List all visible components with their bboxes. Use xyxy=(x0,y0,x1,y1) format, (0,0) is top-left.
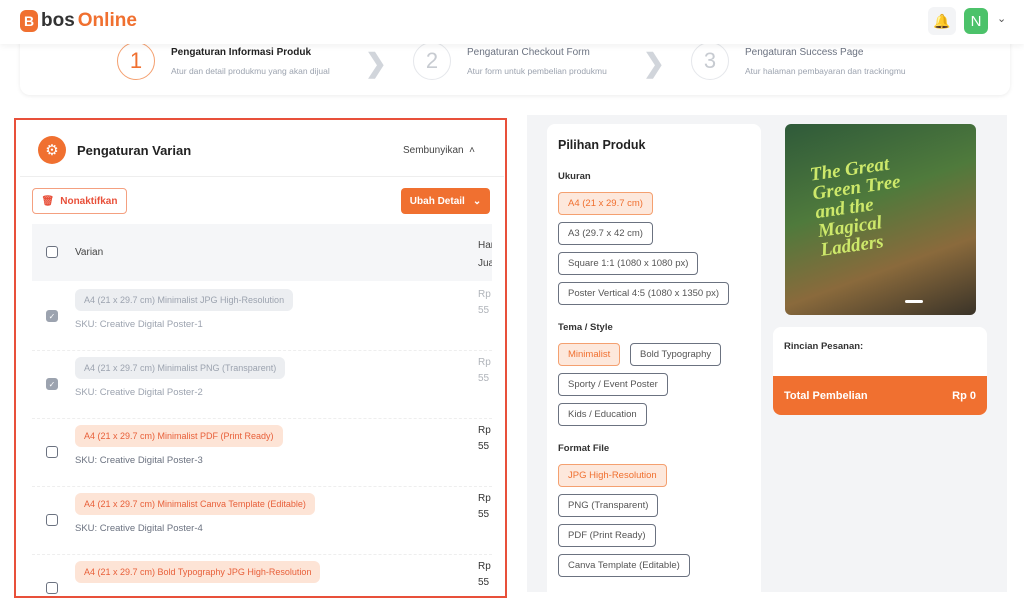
table-row: A4 (21 x 29.7 cm) Minimalist Canva Templ… xyxy=(32,487,492,555)
option-chip[interactable]: Sporty / Event Poster xyxy=(558,373,668,396)
variant-name: A4 (21 x 29.7 cm) Minimalist PNG (Transp… xyxy=(75,357,286,379)
step-arrow-icon: ❯ xyxy=(643,48,665,78)
option-group-label: Format File xyxy=(558,443,610,454)
variant-price: Rp 55 xyxy=(478,289,491,316)
option-chip[interactable]: Bold Typography xyxy=(630,343,722,366)
hide-toggle[interactable]: Sembunyikan ˄ xyxy=(403,145,475,156)
table-row: A4 (21 x 29.7 cm) Minimalist PDF (Print … xyxy=(32,419,492,487)
step-number: 2 xyxy=(413,42,451,80)
step-title: Pengaturan Success Page xyxy=(745,46,864,58)
variant-sku: SKU: Creative Digital Poster-4 xyxy=(75,523,203,534)
chevron-up-icon: ˄ xyxy=(469,145,475,156)
step-number: 3 xyxy=(691,42,729,80)
table-row: A4 (21 x 29.7 cm) Bold Typography JPG Hi… xyxy=(32,555,492,596)
product-options-card: Pilihan Produk Ukuran A4 (21 x 29.7 cm) A3… xyxy=(547,124,761,604)
notification-bell-icon[interactable]: 🔔 xyxy=(928,7,956,35)
select-all-checkbox[interactable] xyxy=(46,246,58,258)
panel-title: Pengaturan Varian xyxy=(77,143,192,158)
chevron-down-icon: ⌄ xyxy=(472,195,482,207)
price-header: HargaJual xyxy=(478,240,492,269)
step-title: Pengaturan Informasi Produk xyxy=(171,46,312,58)
option-chip[interactable]: PDF (Print Ready) xyxy=(558,524,656,547)
option-chip[interactable]: A4 (21 x 29.7 cm) xyxy=(558,192,653,215)
step-subtitle: Atur halaman pembayaran dan trackingmu xyxy=(745,65,906,76)
option-chip[interactable]: PNG (Transparent) xyxy=(558,494,659,517)
option-chip[interactable]: Canva Template (Editable) xyxy=(558,554,690,577)
variant-settings-panel: ⚙ Pengaturan Varian Sembunyikan ˄ 🗑 Nonak… xyxy=(14,118,507,598)
product-image[interactable]: The Great Green Tree and the Magical Lad… xyxy=(785,124,976,315)
option-chip[interactable]: Poster Vertical 4:5 (1080 x 1350 px) xyxy=(558,282,730,305)
option-chip[interactable]: Kids / Education xyxy=(558,403,647,426)
option-chip[interactable]: A3 (29.7 x 42 cm) xyxy=(558,222,653,245)
book-cover-title: The Great Green Tree and the Magical Lad… xyxy=(808,153,902,261)
option-group-label: Tema / Style xyxy=(558,322,613,333)
variant-price: Rp 55 xyxy=(478,561,491,588)
step-2[interactable]: 2 Pengaturan Checkout Form Atur form untuk… xyxy=(413,42,607,80)
row-checkbox[interactable]: ✓ xyxy=(46,378,58,390)
step-1[interactable]: 1 Pengaturan Informasi Produk Atur dan det… xyxy=(117,42,330,80)
variant-name: A4 (21 x 29.7 cm) Minimalist JPG High-Re… xyxy=(75,289,294,311)
disable-button[interactable]: 🗑 Nonaktifkan xyxy=(32,188,127,214)
step-title: Pengaturan Checkout Form xyxy=(467,46,590,58)
variant-name: A4 (21 x 29.7 cm) Minimalist Canva Templ… xyxy=(75,493,315,515)
avatar[interactable]: N xyxy=(964,8,988,34)
chevron-down-icon[interactable]: ⌄ xyxy=(997,13,1007,25)
options-title: Pilihan Produk xyxy=(558,138,646,152)
trash-icon: 🗑 xyxy=(41,195,55,207)
variant-sku: SKU: Creative Digital Poster-1 xyxy=(75,319,203,330)
option-chip[interactable]: Minimalist xyxy=(558,343,621,366)
step-subtitle: Atur dan detail produkmu yang akan dijua… xyxy=(171,65,330,76)
table-row: ✓ A4 (21 x 29.7 cm) Minimalist PNG (Tran… xyxy=(32,351,492,419)
row-checkbox[interactable] xyxy=(46,514,58,526)
step-3[interactable]: 3 Pengaturan Success Page Atur halaman pem… xyxy=(691,42,906,80)
variant-sku: SKU: Creative Digital Poster-2 xyxy=(75,387,203,398)
row-checkbox[interactable] xyxy=(46,446,58,458)
variant-name: A4 (21 x 29.7 cm) Minimalist PDF (Print … xyxy=(75,425,283,447)
table-row: ✓ A4 (21 x 29.7 cm) Minimalist JPG High-… xyxy=(32,283,492,351)
variant-price: Rp 55 xyxy=(478,493,491,520)
edit-detail-button[interactable]: Ubah Detail ⌄ xyxy=(401,188,490,214)
option-chip[interactable]: Square 1:1 (1080 x 1080 px) xyxy=(558,252,699,275)
variant-price: Rp 55 xyxy=(478,357,491,384)
option-group-label: Ukuran xyxy=(558,171,591,182)
variant-sku: SKU: Creative Digital Poster-3 xyxy=(75,455,203,466)
order-summary-card: Rincian Pesanan: Total Pembelian Rp 0 xyxy=(773,327,987,415)
divider xyxy=(20,176,504,177)
step-subtitle: Atur form untuk pembelian produkmu xyxy=(467,65,607,76)
row-checkbox[interactable]: ✓ xyxy=(46,310,58,322)
total-value: Rp 0 xyxy=(952,389,976,402)
option-chip[interactable]: JPG High-Resolution xyxy=(558,464,667,487)
variant-name: A4 (21 x 29.7 cm) Bold Typography JPG Hi… xyxy=(75,561,321,583)
gear-icon: ⚙ xyxy=(38,136,66,164)
table-header: Varian HargaJual xyxy=(32,224,492,281)
step-number: 1 xyxy=(117,42,155,80)
variant-price: Rp 55 xyxy=(478,425,491,452)
row-checkbox[interactable] xyxy=(46,582,58,594)
total-bar: Total Pembelian Rp 0 xyxy=(773,376,987,415)
carousel-dot-active[interactable] xyxy=(905,300,923,303)
stepper: 1 Pengaturan Informasi Produk Atur dan det… xyxy=(20,40,1010,95)
step-arrow-icon: ❯ xyxy=(365,48,387,78)
